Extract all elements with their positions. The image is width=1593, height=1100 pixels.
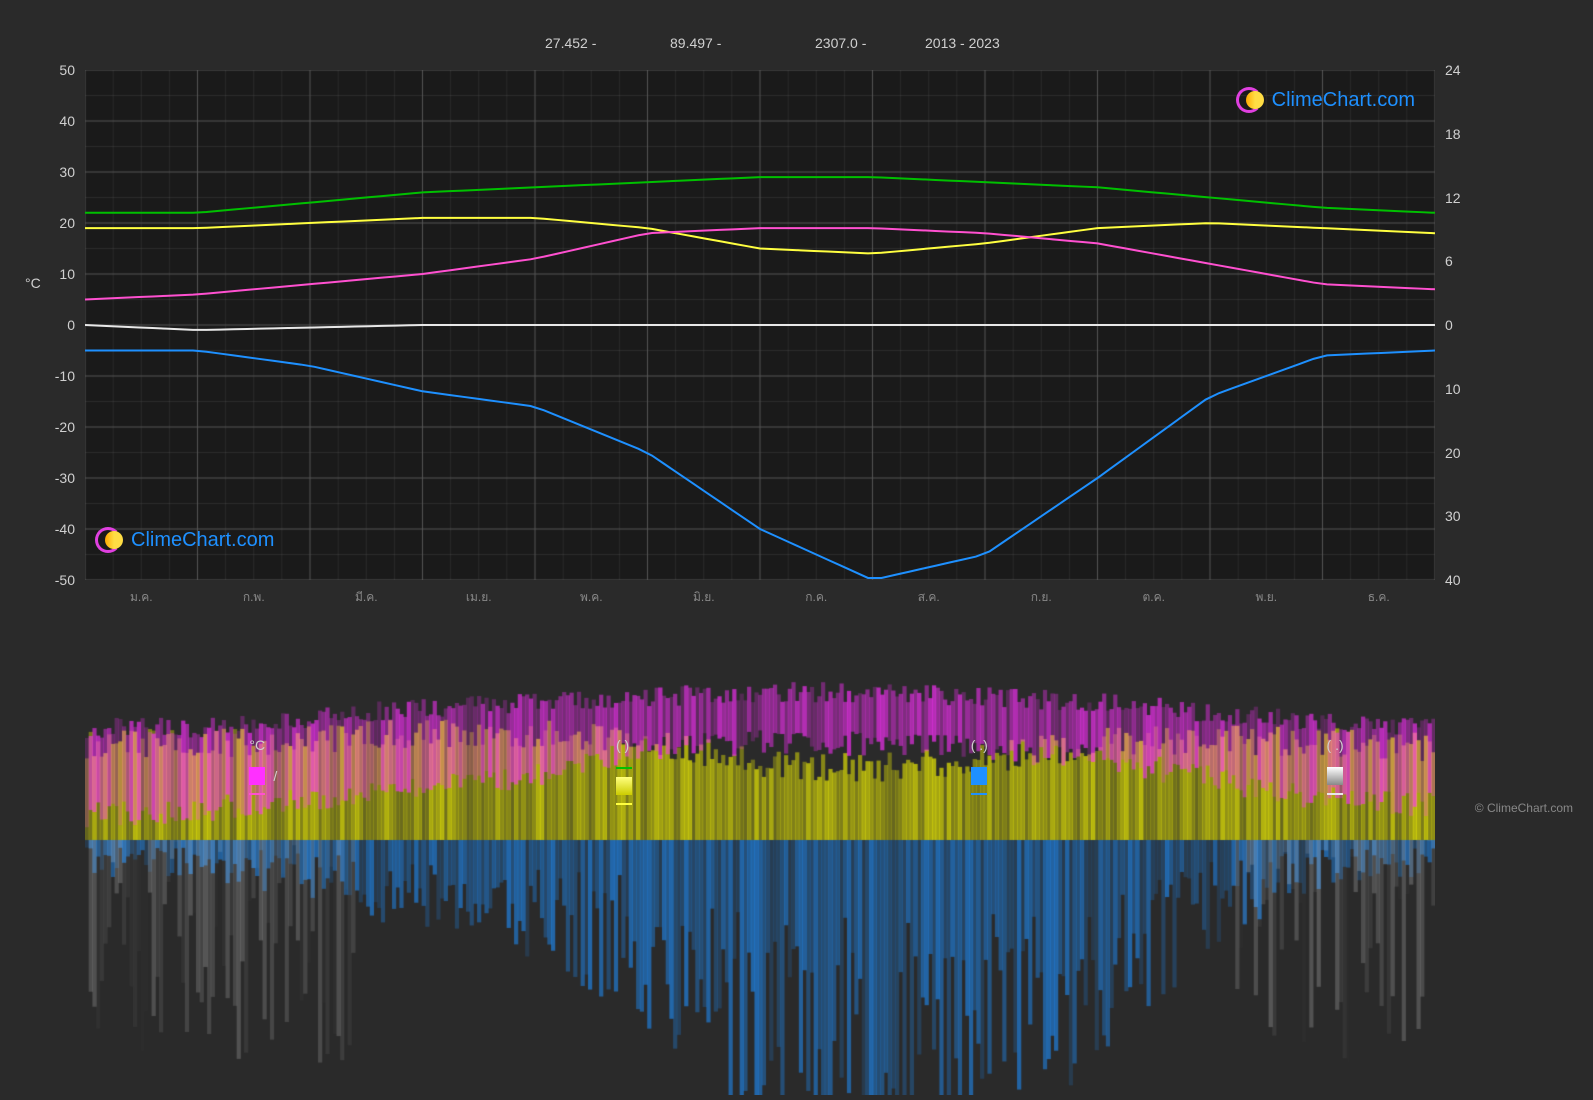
left-tick: -10 <box>35 368 75 384</box>
legend-item <box>249 793 277 795</box>
logo-bottom: ClimeChart.com <box>95 525 274 555</box>
legend-item <box>616 777 632 795</box>
x-tick: ธ.ค. <box>1368 588 1390 607</box>
bars-canvas <box>85 585 1435 1095</box>
legend-col-temp: °C / <box>249 737 277 805</box>
legend-item <box>616 767 632 769</box>
right-tick: 30 <box>1445 508 1485 524</box>
right-tick: 12 <box>1445 190 1485 206</box>
logo-top: ClimeChart.com <box>1236 85 1415 115</box>
legend-item <box>616 803 632 805</box>
x-tick: เม.ย. <box>466 588 492 607</box>
legend-item <box>971 793 988 795</box>
x-tick: พ.ย. <box>1255 588 1277 607</box>
x-tick: มิ.ย. <box>693 588 715 607</box>
legend-col-sun: ( ) <box>616 737 632 805</box>
legend: °C / ( ) ( .) ( .) <box>80 737 1513 805</box>
climate-chart: ClimeChart.com ClimeChart.com <box>85 70 1435 580</box>
header-alt: 2307.0 - <box>815 35 866 51</box>
legend-label: / <box>273 768 277 784</box>
left-tick: -40 <box>35 521 75 537</box>
x-tick: ม.ค. <box>130 588 153 607</box>
right-tick: 0 <box>1445 317 1485 333</box>
x-tick: มี.ค. <box>355 588 378 607</box>
logo-icon <box>1236 85 1266 115</box>
logo-text: ClimeChart.com <box>1272 89 1415 112</box>
right-tick: 20 <box>1445 445 1485 461</box>
legend-header: ( ) <box>616 737 632 753</box>
legend-header: ( .) <box>971 737 988 753</box>
lines-svg <box>85 70 1435 580</box>
left-tick: -30 <box>35 470 75 486</box>
right-tick: 40 <box>1445 572 1485 588</box>
legend-item: / <box>249 767 277 785</box>
x-tick: ส.ค. <box>918 588 940 607</box>
legend-col-snow: ( .) <box>1327 737 1344 805</box>
left-tick: 20 <box>35 215 75 231</box>
x-tick: ก.ย. <box>1031 588 1052 607</box>
left-tick: 50 <box>35 62 75 78</box>
right-tick: 10 <box>1445 381 1485 397</box>
copyright: © ClimeChart.com <box>1475 801 1573 815</box>
header-years: 2013 - 2023 <box>925 35 1000 51</box>
right-tick: 18 <box>1445 126 1485 142</box>
x-tick: พ.ค. <box>580 588 603 607</box>
legend-col-precip: ( .) <box>971 737 988 805</box>
left-tick: -50 <box>35 572 75 588</box>
legend-item <box>1327 793 1344 795</box>
left-tick: -20 <box>35 419 75 435</box>
header-lat: 27.452 - <box>545 35 596 51</box>
left-tick: 40 <box>35 113 75 129</box>
right-tick: 6 <box>1445 253 1485 269</box>
left-tick: 0 <box>35 317 75 333</box>
legend-item <box>971 767 988 785</box>
right-tick: 24 <box>1445 62 1485 78</box>
legend-header: ( .) <box>1327 737 1344 753</box>
x-tick: ก.ค. <box>805 588 827 607</box>
header-lon: 89.497 - <box>670 35 721 51</box>
x-tick: ต.ค. <box>1143 588 1166 607</box>
x-tick: ก.พ. <box>243 588 265 607</box>
logo-icon <box>95 525 125 555</box>
left-tick: 30 <box>35 164 75 180</box>
legend-item <box>1327 767 1344 785</box>
left-tick: 10 <box>35 266 75 282</box>
legend-header: °C <box>249 737 277 753</box>
logo-text: ClimeChart.com <box>131 529 274 552</box>
